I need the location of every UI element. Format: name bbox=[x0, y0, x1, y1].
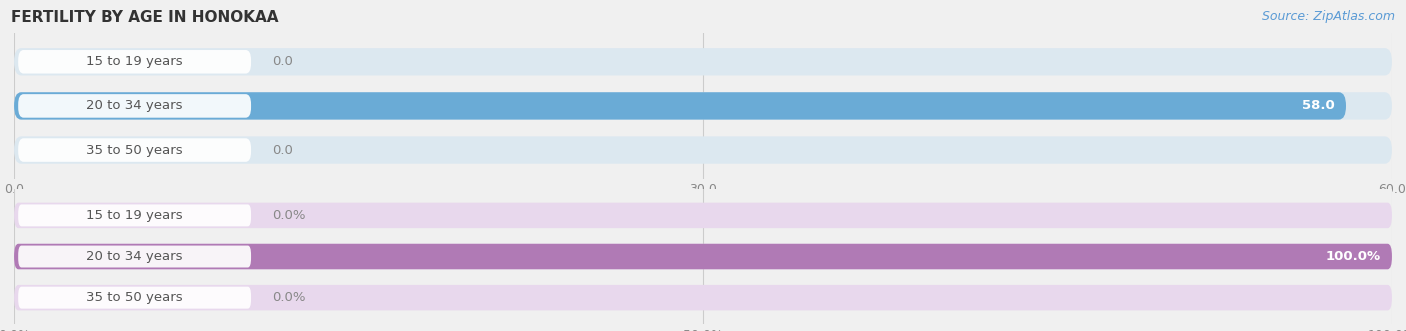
Text: 0.0: 0.0 bbox=[271, 144, 292, 157]
FancyBboxPatch shape bbox=[14, 48, 1392, 75]
Text: 58.0: 58.0 bbox=[1302, 99, 1334, 113]
FancyBboxPatch shape bbox=[18, 287, 252, 308]
FancyBboxPatch shape bbox=[14, 244, 1392, 269]
Text: 15 to 19 years: 15 to 19 years bbox=[86, 209, 183, 222]
Text: 100.0%: 100.0% bbox=[1326, 250, 1381, 263]
FancyBboxPatch shape bbox=[18, 50, 252, 73]
Text: 0.0%: 0.0% bbox=[271, 209, 305, 222]
FancyBboxPatch shape bbox=[14, 92, 1346, 119]
Text: 35 to 50 years: 35 to 50 years bbox=[86, 291, 183, 304]
Text: 15 to 19 years: 15 to 19 years bbox=[86, 55, 183, 68]
FancyBboxPatch shape bbox=[14, 285, 1392, 310]
FancyBboxPatch shape bbox=[14, 244, 1392, 269]
Text: 20 to 34 years: 20 to 34 years bbox=[86, 99, 183, 113]
Text: 0.0: 0.0 bbox=[271, 55, 292, 68]
Text: 0.0%: 0.0% bbox=[271, 291, 305, 304]
FancyBboxPatch shape bbox=[14, 203, 1392, 228]
FancyBboxPatch shape bbox=[18, 138, 252, 162]
Text: FERTILITY BY AGE IN HONOKAA: FERTILITY BY AGE IN HONOKAA bbox=[11, 10, 278, 25]
Text: Source: ZipAtlas.com: Source: ZipAtlas.com bbox=[1261, 10, 1395, 23]
Text: 20 to 34 years: 20 to 34 years bbox=[86, 250, 183, 263]
Text: 35 to 50 years: 35 to 50 years bbox=[86, 144, 183, 157]
FancyBboxPatch shape bbox=[18, 94, 252, 118]
FancyBboxPatch shape bbox=[14, 136, 1392, 164]
FancyBboxPatch shape bbox=[18, 205, 252, 226]
FancyBboxPatch shape bbox=[14, 92, 1392, 119]
FancyBboxPatch shape bbox=[18, 246, 252, 267]
